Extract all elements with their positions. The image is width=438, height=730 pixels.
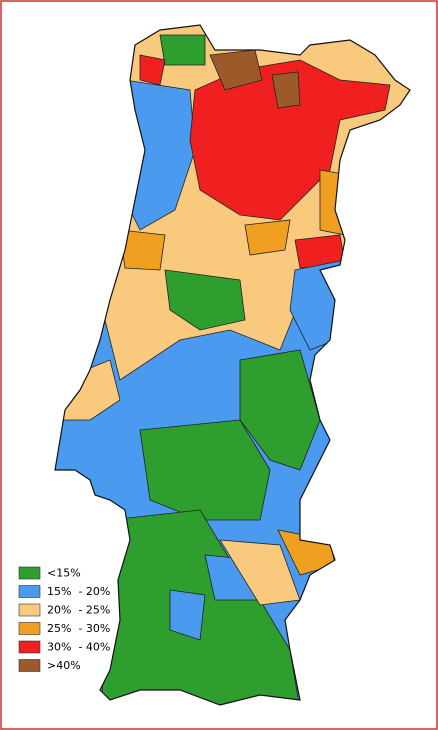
legend-swatch bbox=[18, 585, 41, 598]
region bbox=[189, 59, 391, 221]
legend-swatch bbox=[18, 603, 41, 617]
legend-swatch bbox=[18, 659, 41, 672]
region bbox=[209, 49, 263, 91]
country-outline bbox=[54, 24, 411, 706]
legend-label: 25% - 30% bbox=[47, 622, 110, 635]
region bbox=[119, 229, 166, 271]
legend-label: 30% - 40% bbox=[47, 641, 110, 654]
region bbox=[244, 219, 291, 256]
legend: <15% 15% - 20% 20% - 25% 25% - 30% 30% - 40%… bbox=[18, 566, 110, 672]
legend-swatch bbox=[18, 566, 41, 580]
region bbox=[169, 589, 206, 641]
legend-label: <15% bbox=[47, 567, 81, 580]
region bbox=[319, 169, 351, 236]
region bbox=[164, 269, 246, 331]
region bbox=[139, 54, 166, 86]
region bbox=[139, 419, 271, 521]
region bbox=[159, 34, 206, 66]
legend-swatch bbox=[18, 640, 41, 654]
legend-label: 20% - 25% bbox=[47, 604, 110, 617]
region bbox=[271, 71, 301, 109]
legend-label: >40% bbox=[47, 659, 81, 672]
legend-label: 15% - 20% bbox=[47, 585, 110, 598]
legend-swatch bbox=[18, 622, 41, 635]
